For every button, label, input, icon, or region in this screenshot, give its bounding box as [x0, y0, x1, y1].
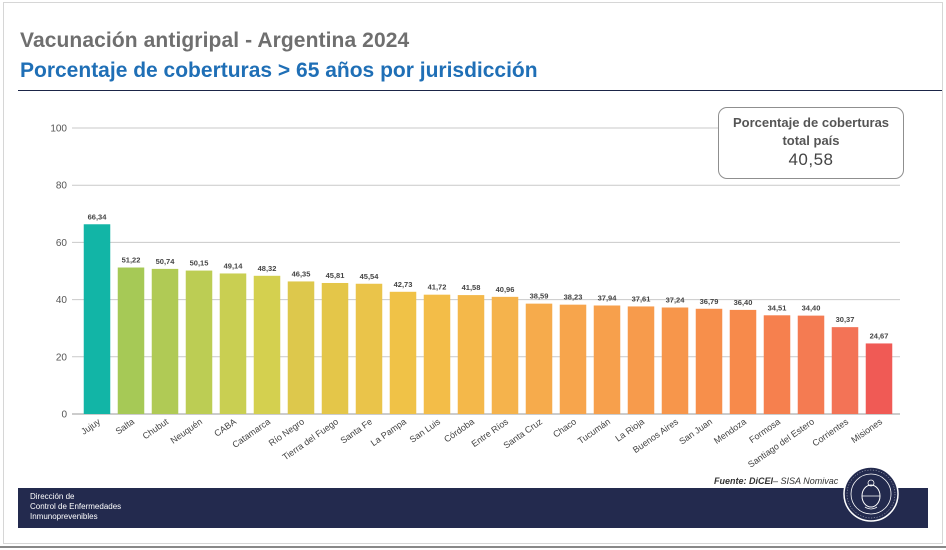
bar-value-label: 34,51	[768, 303, 787, 312]
x-tick-label: La Pampa	[369, 416, 408, 448]
y-tick-label: 20	[56, 352, 68, 363]
source-rest: – SISA Nomivac	[773, 476, 839, 486]
footer-department: Dirección de Control de Enfermedades Inm…	[30, 492, 121, 522]
bar-value-label: 24,67	[870, 331, 889, 340]
bar	[151, 268, 179, 414]
bar-value-label: 50,15	[190, 259, 209, 268]
x-tick-label: Santa Cruz	[502, 416, 545, 450]
x-tick-label: Catamarca	[230, 416, 272, 449]
chart-panel: Vacunación antigripal - Argentina 2024 P…	[3, 2, 943, 544]
bar-value-label: 49,14	[224, 261, 244, 270]
bar-value-label: 42,73	[394, 280, 413, 289]
x-tick-label: Jujuy	[79, 416, 102, 437]
bar	[729, 309, 757, 414]
bar-value-label: 30,37	[836, 315, 855, 324]
bar	[117, 267, 145, 414]
bar	[525, 303, 553, 414]
y-tick-label: 80	[56, 181, 68, 192]
bar-value-label: 38,59	[530, 292, 549, 301]
source-label: Fuente: DiCEI	[714, 476, 774, 486]
footer-line-2: Control de Enfermedades	[30, 502, 122, 511]
ministry-seal-icon	[843, 466, 899, 522]
title-divider	[18, 90, 942, 91]
y-tick-label: 60	[56, 238, 68, 249]
footer-bar: Dirección de Control de Enfermedades Inm…	[18, 488, 928, 528]
bar-value-label: 48,32	[258, 264, 277, 273]
x-tick-label: Salta	[114, 416, 137, 436]
bar-value-label: 46,35	[292, 269, 311, 278]
bar	[831, 327, 859, 414]
y-tick-label: 40	[56, 295, 68, 306]
bar	[763, 315, 791, 414]
footer-line-3: Inmunoprevenibles	[30, 512, 98, 521]
page-title: Vacunación antigripal - Argentina 2024	[20, 29, 410, 52]
bar	[865, 343, 893, 414]
chart-bars	[83, 224, 893, 414]
bar	[253, 275, 281, 414]
y-axis-ticks: 0 20 40 60 80 100	[50, 124, 67, 421]
x-tick-label: Chaco	[551, 416, 578, 439]
bar	[457, 295, 485, 414]
x-tick-label: San Luis	[408, 416, 443, 445]
source-note: Fuente: DiCEI– SISA Nomivac	[714, 476, 838, 486]
bar	[559, 304, 587, 414]
bar-value-label: 66,34	[88, 212, 108, 221]
bar	[797, 315, 825, 414]
y-tick-label: 0	[61, 410, 67, 421]
bar-value-label: 38,23	[564, 293, 583, 302]
bar	[423, 294, 451, 414]
bar-value-label: 51,22	[122, 256, 141, 265]
bar	[219, 273, 247, 414]
footer-line-1: Dirección de	[30, 492, 75, 501]
y-tick-label: 100	[50, 124, 67, 135]
bar	[627, 306, 655, 414]
value-labels: 66,34 51,22 50,74 50,15 49,14 48,32 46,35 45,81…	[88, 212, 889, 340]
bar	[661, 307, 689, 414]
bar-value-label: 37,94	[598, 293, 618, 302]
bar-value-label: 41,58	[462, 283, 481, 292]
bar	[287, 281, 315, 414]
bar	[83, 224, 111, 414]
country-total-box: Porcentaje de coberturas total país 40,5…	[718, 107, 904, 179]
x-tick-label: CABA	[212, 416, 238, 438]
bar-value-label: 45,81	[326, 271, 345, 280]
total-box-label-line1: Porcentaje de coberturas	[732, 115, 890, 130]
page-bottom-rule	[0, 546, 946, 548]
total-box-value: 40,58	[788, 150, 834, 169]
x-tick-label: San Juan	[677, 416, 714, 446]
bar-value-label: 36,79	[700, 297, 719, 306]
bar-value-label: 37,61	[632, 294, 651, 303]
x-tick-label: Tucumán	[576, 416, 612, 446]
bar	[593, 305, 621, 414]
total-box-label-line2: total país	[782, 133, 840, 148]
bar-chart: 0 20 40 60 80 100 66,34 51,22 50,74 50,15 49,14 48…	[50, 124, 900, 470]
x-tick-label: Corrientes	[810, 416, 850, 448]
bar	[321, 282, 349, 414]
x-tick-label: Misiones	[849, 416, 884, 445]
bar-value-label: 37,24	[666, 295, 686, 304]
bar-value-label: 34,40	[802, 304, 821, 313]
x-tick-label: Chubut	[141, 416, 171, 441]
bar	[491, 296, 519, 414]
bar-value-label: 36,40	[734, 298, 753, 307]
x-tick-label: Mendoza	[712, 416, 748, 445]
bar	[389, 291, 417, 414]
page-subtitle: Porcentaje de coberturas > 65 años por j…	[20, 59, 538, 82]
x-tick-label: Neuquén	[168, 416, 204, 445]
bar-value-label: 40,96	[496, 285, 515, 294]
bar-value-label: 41,72	[428, 283, 447, 292]
bar	[185, 270, 213, 414]
bar-value-label: 50,74	[156, 257, 176, 266]
bar-value-label: 45,54	[360, 272, 380, 281]
bar	[695, 308, 723, 414]
bar	[355, 283, 383, 414]
